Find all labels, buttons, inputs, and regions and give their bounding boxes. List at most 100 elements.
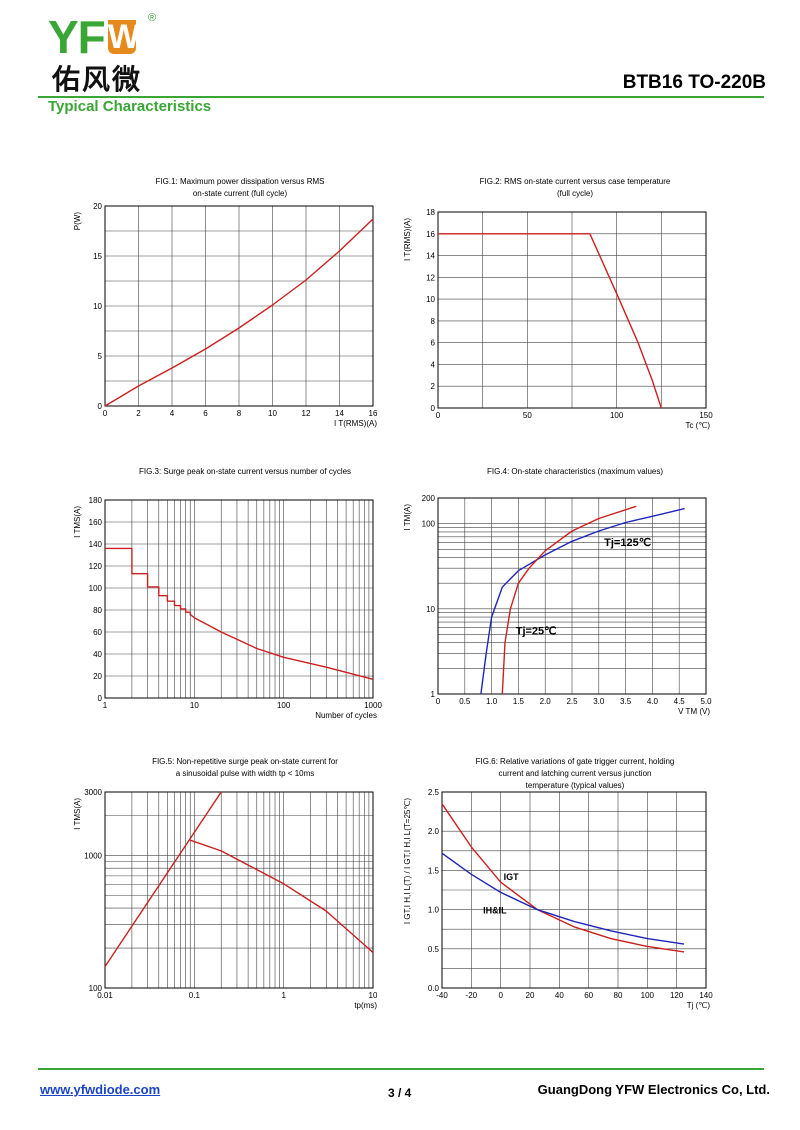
- y-tick-label: 0: [98, 402, 103, 411]
- logo-chinese-name: 佑风微: [52, 63, 143, 96]
- series-line-i: [438, 233, 662, 409]
- x-tick-label: 40: [555, 991, 564, 1000]
- x-tick-label: 100: [277, 701, 291, 710]
- y-tick-label: 1: [431, 690, 436, 699]
- plot-frame: [104, 499, 374, 699]
- fig5-chart: 0.01 0.1 1 10 100 1000 3000 tp(ms) I TMS(A): [73, 788, 378, 1010]
- x-tick-label: 140: [699, 991, 713, 1000]
- x-tick-label: 4.5: [674, 697, 686, 706]
- x-axis-label: V TM (V): [678, 707, 710, 716]
- x-tick-label: 10: [268, 409, 277, 418]
- website-link[interactable]: www.yfwdiode.com: [40, 1082, 161, 1097]
- x-tick-label: 120: [670, 991, 684, 1000]
- fig1-title-line: FIG.1: Maximum power dissipation versus …: [155, 177, 325, 186]
- y-tick-label: 60: [93, 628, 102, 637]
- x-axis-label: Tc (℃): [685, 421, 710, 430]
- y-tick-label: 1.5: [428, 866, 440, 875]
- y-axis-label: I TMS(A): [73, 506, 82, 538]
- y-tick-label: 80: [93, 606, 102, 615]
- fig1-title: FIG.1: Maximum power dissipation versus …: [100, 176, 380, 200]
- y-tick-label: 1.0: [428, 906, 440, 915]
- x-tick-label: 1: [281, 991, 286, 1000]
- page-number: 3 / 4: [388, 1086, 412, 1100]
- x-tick-label: 8: [237, 409, 242, 418]
- x-tick-label: 5.0: [700, 697, 712, 706]
- y-tick-label: 12: [426, 273, 435, 282]
- x-tick-label: 2: [136, 409, 141, 418]
- y-tick-label: 8: [431, 317, 436, 326]
- annotation-tj-25: Tj=25℃: [516, 625, 557, 637]
- series-line-tj-125-: [480, 507, 685, 695]
- fig6-title-line: temperature (typical values): [525, 781, 625, 790]
- x-tick-label: 3.5: [620, 697, 632, 706]
- x-tick-label: 3.0: [593, 697, 605, 706]
- y-tick-label: 10: [426, 295, 435, 304]
- x-tick-label: 100: [641, 991, 655, 1000]
- x-tick-label: 0.1: [189, 991, 201, 1000]
- x-tick-label: 0: [436, 697, 441, 706]
- x-tick-label: 20: [526, 991, 535, 1000]
- fig2-title-line: (full cycle): [556, 189, 593, 198]
- logo: YFW: [48, 14, 140, 60]
- y-tick-label: 15: [93, 252, 102, 261]
- y-tick-label: 2: [431, 382, 436, 391]
- x-tick-label: 0.5: [459, 697, 471, 706]
- plot-frame: [437, 211, 707, 409]
- y-tick-label: 10: [426, 605, 435, 614]
- x-tick-label: 4: [170, 409, 175, 418]
- fig4-title: FIG.4: On-state characteristics (maximum…: [440, 466, 710, 478]
- y-tick-label: 20: [93, 672, 102, 681]
- x-tick-label: 60: [584, 991, 593, 1000]
- x-axis-label: tp(ms): [354, 1001, 377, 1010]
- series-line-ih-il: [441, 852, 685, 945]
- plot-frame: [441, 791, 707, 989]
- logo-letter-w: W: [107, 18, 140, 56]
- x-axis-label: I T(RMS)(A): [334, 419, 377, 428]
- series-line-tj-25-: [501, 505, 637, 695]
- series-line-p: [104, 218, 374, 407]
- y-axis-label: I T(RMS)(A): [403, 218, 412, 261]
- x-tick-label: 16: [369, 409, 378, 418]
- y-axis-label: I TM(A): [403, 504, 412, 531]
- y-tick-label: 16: [426, 230, 435, 239]
- x-tick-label: 150: [699, 411, 713, 420]
- annotation-igt: IGT: [504, 872, 520, 882]
- y-axis-label: I TMS(A): [73, 798, 82, 830]
- fig4-chart: 0 0.5 1.0 1.5 2.0 2.5 3.0 3.5 4.0 4.5 5.0 1 10 100 200…: [403, 494, 712, 716]
- y-tick-label: 0.5: [428, 945, 440, 954]
- fig3-title-line: FIG.3: Surge peak on-state current versu…: [138, 467, 352, 476]
- x-axis-label: Tj (℃): [687, 1001, 711, 1010]
- annotation-ih-il: IH&IL: [483, 906, 507, 916]
- fig2-title: FIG.2: RMS on-state current versus case …: [440, 176, 710, 200]
- x-tick-label: -40: [436, 991, 448, 1000]
- y-tick-label: 100: [422, 520, 436, 529]
- y-tick-label: 14: [426, 252, 435, 261]
- x-tick-label: 100: [610, 411, 624, 420]
- y-tick-label: 2.5: [428, 788, 440, 797]
- fig1-chart: 0 2 4 6 8 10 12 14 16 0 5 10 15 20 I T(RMS)(A) P(W): [73, 202, 378, 428]
- x-tick-label: 80: [614, 991, 623, 1000]
- y-axis-label: P(W): [73, 212, 82, 231]
- series-line-di-dt-limit: [104, 791, 222, 967]
- fig5-title-line: FIG.5: Non-repetitive surge peak on-stat…: [152, 757, 338, 766]
- y-tick-label: 18: [426, 208, 435, 217]
- y-tick-label: 200: [422, 494, 436, 503]
- x-tick-label: 0.01: [97, 991, 113, 1000]
- series-line-igt: [441, 803, 685, 953]
- section-title: Typical Characteristics: [48, 98, 212, 115]
- plot-frame: [437, 497, 707, 695]
- y-tick-label: 120: [89, 562, 103, 571]
- annotation-tj-125: Tj=125℃: [604, 537, 651, 549]
- fig1-title-line: on-state current (full cycle): [192, 189, 288, 198]
- y-tick-label: 10: [93, 302, 102, 311]
- fig6-title: FIG.6: Relative variations of gate trigg…: [440, 756, 710, 792]
- company-name: GuangDong YFW Electronics Co, Ltd.: [537, 1082, 770, 1097]
- x-tick-label: 0: [498, 991, 503, 1000]
- x-tick-label: 10: [369, 991, 378, 1000]
- document-title: BTB16 TO-220B: [622, 72, 766, 93]
- x-tick-label: 50: [523, 411, 532, 420]
- header-divider: [38, 96, 764, 98]
- x-tick-label: 1000: [364, 701, 382, 710]
- x-tick-label: -20: [466, 991, 478, 1000]
- y-tick-label: 2.0: [428, 827, 440, 836]
